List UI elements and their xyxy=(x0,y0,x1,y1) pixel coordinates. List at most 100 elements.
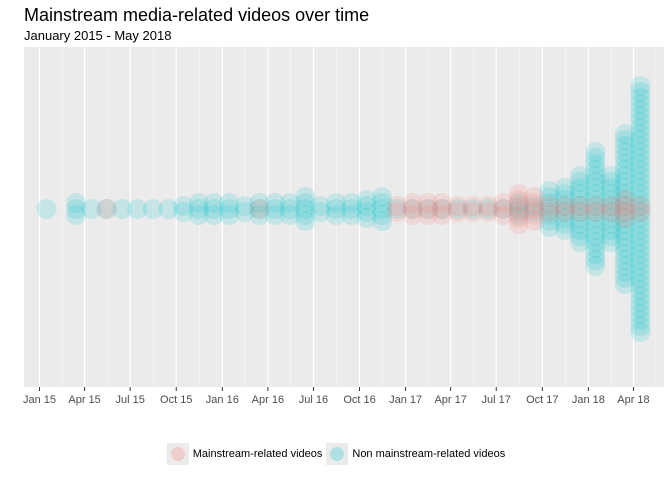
data-point-non-mainstream xyxy=(539,217,560,237)
data-point-mainstream xyxy=(508,202,529,222)
data-point-mainstream xyxy=(600,202,621,222)
data-point-non-mainstream xyxy=(569,226,590,246)
data-point-non-mainstream xyxy=(341,205,362,225)
data-point-non-mainstream xyxy=(614,202,635,222)
data-point-mainstream xyxy=(614,196,635,216)
data-point-non-mainstream xyxy=(569,214,590,234)
data-point-non-mainstream xyxy=(630,286,651,306)
data-point-non-mainstream xyxy=(264,205,285,225)
data-point-non-mainstream xyxy=(524,196,545,216)
data-point-non-mainstream xyxy=(539,187,560,207)
data-point-non-mainstream xyxy=(614,268,635,288)
data-point-non-mainstream xyxy=(630,82,651,102)
data-point-non-mainstream xyxy=(295,193,316,213)
data-point-non-mainstream xyxy=(630,118,651,138)
x-tick-label: Jan 18 xyxy=(572,394,605,406)
data-point-non-mainstream xyxy=(356,190,377,210)
data-point-non-mainstream xyxy=(188,205,209,225)
data-point-non-mainstream xyxy=(554,214,575,234)
data-point-mainstream xyxy=(554,196,575,216)
data-point-non-mainstream xyxy=(614,160,635,180)
x-tick-label: Apr 17 xyxy=(434,394,466,406)
legend-label-non-mainstream: Non mainstream-related videos xyxy=(352,448,506,460)
data-point-non-mainstream xyxy=(279,199,300,219)
data-point-mainstream xyxy=(432,199,453,219)
data-point-non-mainstream xyxy=(614,190,635,210)
data-point-mainstream xyxy=(447,202,468,222)
data-point-non-mainstream xyxy=(372,193,393,213)
data-point-non-mainstream xyxy=(630,148,651,168)
data-point-non-mainstream xyxy=(508,199,529,219)
data-point-non-mainstream xyxy=(614,130,635,150)
legend-item-mainstream: Mainstream-related videos xyxy=(166,443,322,465)
data-point-mainstream xyxy=(524,199,545,219)
data-point-non-mainstream xyxy=(372,211,393,231)
data-point-non-mainstream xyxy=(614,238,635,258)
data-point-non-mainstream xyxy=(600,208,621,228)
data-point-non-mainstream xyxy=(630,124,651,144)
data-point-non-mainstream xyxy=(585,148,606,168)
data-point-mainstream xyxy=(493,199,514,219)
data-point-non-mainstream xyxy=(112,199,133,219)
data-point-non-mainstream xyxy=(630,250,651,270)
x-tick-label: Jul 15 xyxy=(115,394,144,406)
data-point-mainstream xyxy=(508,208,529,228)
data-point-non-mainstream xyxy=(188,193,209,213)
data-point-non-mainstream xyxy=(614,196,635,216)
data-point-non-mainstream xyxy=(341,199,362,219)
data-point-mainstream xyxy=(524,211,545,231)
x-tick-label: Jul 16 xyxy=(299,394,328,406)
data-point-non-mainstream xyxy=(569,190,590,210)
data-point-mainstream xyxy=(508,214,529,234)
data-point-non-mainstream xyxy=(600,226,621,246)
data-point-non-mainstream xyxy=(630,304,651,324)
data-point-non-mainstream xyxy=(539,199,560,219)
data-point-non-mainstream xyxy=(554,190,575,210)
data-point-non-mainstream xyxy=(630,262,651,282)
data-point-non-mainstream xyxy=(585,160,606,180)
data-point-non-mainstream xyxy=(630,88,651,108)
data-point-non-mainstream xyxy=(585,220,606,240)
data-point-non-mainstream xyxy=(372,199,393,219)
data-point-non-mainstream xyxy=(539,193,560,213)
data-point-mainstream xyxy=(585,202,606,222)
data-point-non-mainstream xyxy=(630,100,651,120)
data-point-non-mainstream xyxy=(585,142,606,162)
data-point-non-mainstream xyxy=(614,220,635,240)
data-point-non-mainstream xyxy=(614,262,635,282)
data-point-non-mainstream xyxy=(630,196,651,216)
data-point-mainstream xyxy=(478,202,499,222)
data-point-non-mainstream xyxy=(630,256,651,276)
data-point-non-mainstream xyxy=(554,202,575,222)
data-point-non-mainstream xyxy=(372,187,393,207)
data-point-non-mainstream xyxy=(585,172,606,192)
data-point-non-mainstream xyxy=(341,193,362,213)
data-point-mainstream xyxy=(524,205,545,225)
x-tick-label: Oct 16 xyxy=(343,394,375,406)
data-point-mainstream xyxy=(539,196,560,216)
data-point-non-mainstream xyxy=(630,76,651,96)
data-point-non-mainstream xyxy=(614,256,635,276)
data-point-mainstream xyxy=(402,205,423,225)
data-point-non-mainstream xyxy=(203,199,224,219)
data-point-non-mainstream xyxy=(600,214,621,234)
data-point-mainstream xyxy=(524,187,545,207)
grid-lines xyxy=(38,47,657,387)
data-point-non-mainstream xyxy=(524,202,545,222)
data-point-non-mainstream xyxy=(600,178,621,198)
data-point-non-mainstream xyxy=(264,193,285,213)
x-axis: Jan 15 Apr 15 Jul 15 Oct 15 Jan 16 Apr 16 Jul … xyxy=(23,387,650,406)
data-point-mainstream xyxy=(585,196,606,216)
data-point-non-mainstream xyxy=(614,178,635,198)
data-point-non-mainstream xyxy=(402,199,423,219)
data-point-non-mainstream xyxy=(478,199,499,219)
data-point-non-mainstream xyxy=(630,112,651,132)
data-point-non-mainstream xyxy=(325,205,346,225)
x-tick-label: Apr 16 xyxy=(252,394,284,406)
data-point-non-mainstream xyxy=(66,205,87,225)
data-point-non-mainstream xyxy=(614,250,635,270)
x-tick-label: Jan 16 xyxy=(206,394,239,406)
data-point-non-mainstream xyxy=(418,199,439,219)
data-point-non-mainstream xyxy=(630,298,651,318)
